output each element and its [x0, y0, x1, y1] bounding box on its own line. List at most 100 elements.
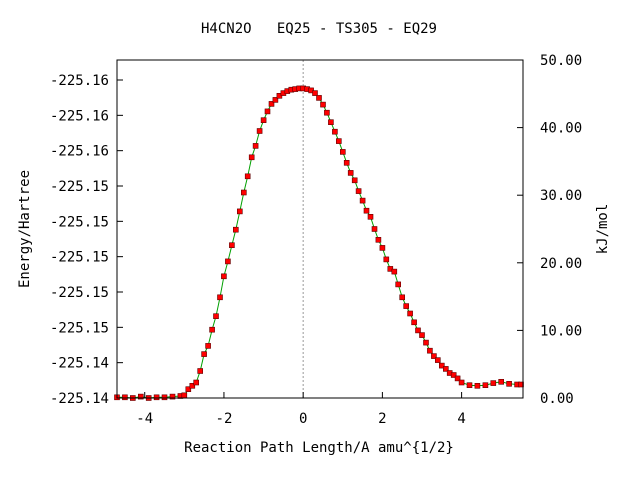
data-point — [466, 382, 473, 389]
x-axis: -4 -2 0 2 4 — [136, 392, 466, 427]
data-point — [181, 392, 188, 399]
data-point — [122, 394, 128, 401]
y-tick-label: -225.15 — [50, 285, 109, 301]
data-point — [209, 326, 215, 333]
data-point — [256, 128, 263, 134]
data-point — [407, 310, 413, 317]
data-point — [324, 109, 330, 116]
data-point — [225, 258, 231, 265]
data-point — [482, 382, 489, 389]
data-point — [153, 394, 160, 401]
data-point — [233, 226, 239, 233]
data-point — [375, 237, 382, 243]
data-point — [351, 177, 358, 184]
data-point — [419, 332, 425, 338]
y2-axis-title: kJ/mol — [595, 204, 611, 255]
y-tick-label: -225.16 — [50, 144, 109, 160]
y2-tick-label: 20.00 — [540, 256, 582, 272]
y-tick-label: -225.15 — [50, 320, 109, 336]
data-point — [363, 207, 370, 214]
data-point — [434, 357, 441, 363]
x-tick-label: 4 — [457, 411, 465, 427]
y2-tick-label: 50.00 — [540, 53, 582, 69]
data-point — [415, 327, 421, 334]
data-point — [193, 379, 199, 386]
data-point — [395, 281, 402, 288]
data-point — [237, 208, 243, 215]
data-point — [379, 245, 386, 251]
data-point — [355, 188, 362, 194]
data-point — [403, 303, 410, 309]
data-point — [221, 273, 227, 280]
data-point — [320, 101, 326, 108]
data-point — [268, 101, 275, 107]
data-point — [450, 372, 457, 378]
data-point — [213, 313, 219, 320]
data-point — [189, 382, 196, 389]
x-axis-title: Reaction Path Length/A amu^{1/2} — [184, 440, 454, 456]
x-tick-label: 2 — [378, 411, 386, 427]
data-point — [442, 366, 449, 372]
y2-tick-label: 10.00 — [540, 323, 582, 339]
data-point — [458, 379, 465, 386]
x-tick-label: -2 — [216, 411, 233, 427]
y-tick-label: -225.14 — [50, 391, 109, 407]
data-point — [316, 95, 322, 101]
data-point — [264, 108, 271, 115]
y-axis-title: Energy/Hartree — [17, 170, 33, 288]
y-tick-label: -225.16 — [50, 73, 109, 89]
y-tick-label: -225.14 — [50, 356, 109, 372]
y-tick-label: -225.15 — [50, 250, 109, 266]
data-point — [332, 128, 338, 135]
y-axis-left: -225.14 -225.14 -225.15 -225.15 -225.15 -225.… — [50, 73, 123, 407]
data-point — [431, 353, 437, 359]
data-point — [252, 143, 259, 149]
data-point — [399, 294, 406, 301]
data-point — [347, 170, 354, 176]
data-point — [498, 378, 505, 385]
data-point — [411, 319, 417, 326]
data-point — [474, 382, 481, 389]
data-point — [169, 393, 176, 400]
data-point — [201, 351, 207, 357]
data-point — [161, 394, 168, 401]
series-layer — [114, 85, 524, 401]
data-point — [328, 119, 334, 125]
data-point — [438, 362, 445, 369]
data-point — [260, 117, 267, 123]
data-point — [391, 268, 398, 275]
y2-tick-label: 40.00 — [540, 121, 582, 137]
data-point — [229, 242, 235, 248]
data-point — [197, 368, 203, 374]
series-line — [117, 87, 521, 399]
data-point — [241, 189, 247, 196]
data-point — [359, 197, 366, 204]
chart-title: H4CN2O EQ25 - TS305 - EQ29 — [201, 21, 437, 37]
plot-frame — [116, 59, 524, 399]
data-point — [339, 149, 346, 155]
y-tick-label: -225.15 — [50, 214, 109, 230]
y-tick-label: -225.16 — [50, 108, 109, 124]
data-point — [312, 90, 318, 96]
x-tick-label: 0 — [299, 411, 307, 427]
data-point — [371, 226, 378, 232]
data-point — [454, 375, 461, 382]
y-tick-label: -225.15 — [50, 179, 109, 195]
data-point — [335, 138, 342, 144]
data-point — [427, 347, 433, 354]
data-point — [367, 214, 374, 220]
data-point — [490, 380, 497, 386]
data-point — [506, 380, 512, 387]
data-point — [217, 294, 223, 301]
data-point — [138, 393, 144, 400]
y-axis-right: 0.00 10.00 20.00 30.00 40.00 50.00 — [517, 53, 582, 407]
y2-tick-label: 0.00 — [540, 391, 574, 407]
x-tick-label: -4 — [136, 411, 153, 427]
y2-tick-label: 30.00 — [540, 188, 582, 204]
data-point — [248, 154, 255, 161]
data-point — [205, 343, 211, 349]
data-point — [244, 173, 251, 180]
data-point — [272, 97, 279, 103]
